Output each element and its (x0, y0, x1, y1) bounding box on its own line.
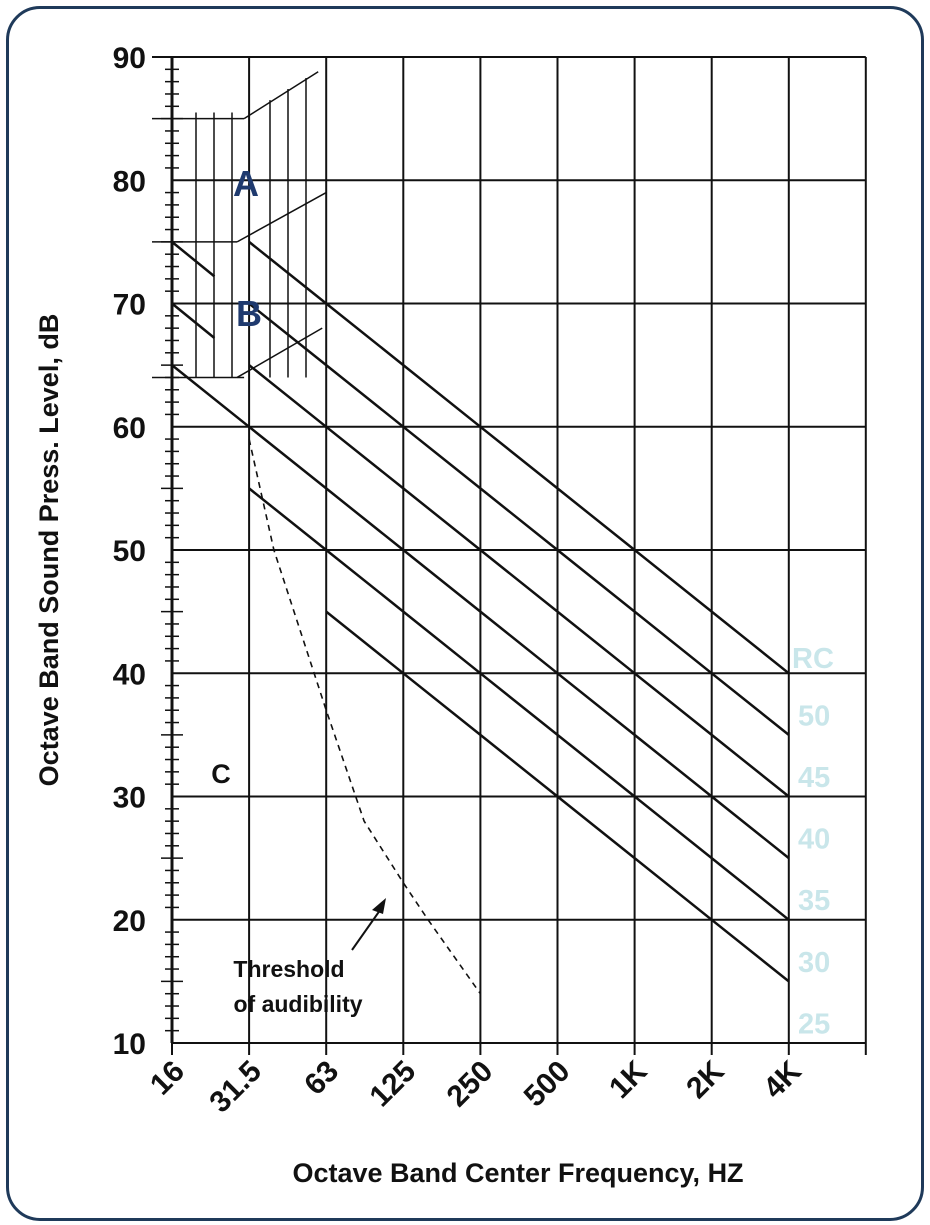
x-tick-labels: 16 31.5 63 125 250 500 1K 2K 4K (144, 1054, 808, 1119)
x-tick-label-31.5: 31.5 (203, 1055, 268, 1120)
y-tick-label-20: 20 (113, 905, 146, 938)
regions (152, 71, 327, 379)
x-tick-label-4K: 4K (757, 1054, 808, 1105)
x-axis-title: Octave Band Center Frequency, HZ (292, 1158, 743, 1188)
threshold-annotation-line2: of audibility (233, 991, 362, 1017)
y-tick-label-30: 30 (113, 782, 146, 815)
y-tick-label-10: 10 (113, 1028, 146, 1061)
y-tick-label-40: 40 (113, 658, 146, 691)
x-tick-label-125: 125 (364, 1055, 423, 1114)
region-label-c: C (211, 759, 231, 789)
region-label-a: A (233, 163, 259, 204)
x-tick-label-2K: 2K (680, 1054, 731, 1105)
y-axis-title: Octave Band Sound Press. Level, dB (34, 314, 64, 787)
rc-label-40: 40 (798, 824, 830, 856)
rc-curve-30 (248, 487, 790, 921)
rc-label-30: 30 (798, 947, 830, 979)
y-tick-label-50: 50 (113, 535, 146, 568)
rc-curve-45 (248, 302, 790, 736)
region-label-b: B (236, 293, 262, 334)
x-tick-label-500: 500 (518, 1055, 577, 1114)
x-tick-label-1K: 1K (603, 1054, 654, 1105)
threshold-annotation-arrow (351, 905, 384, 951)
y-tick-label-90: 90 (113, 42, 146, 75)
grid (152, 56, 867, 1055)
y-tick-label-70: 70 (113, 289, 146, 322)
rc-labels: 50 45 40 35 30 25 (798, 700, 830, 1040)
rc-curve-25 (325, 610, 790, 983)
region-b-slope (236, 327, 323, 379)
rc-label-50: 50 (798, 700, 830, 732)
y-tick-label-80: 80 (113, 165, 146, 198)
threshold-annotation-arrowhead (372, 898, 386, 914)
rc-curve-45-extension (171, 302, 216, 339)
region-a-slope (243, 71, 319, 120)
rc-curve-40 (248, 364, 790, 798)
rc-label-35: 35 (798, 885, 830, 917)
x-tick-label-16: 16 (144, 1055, 191, 1102)
series-lines (171, 240, 790, 983)
rc-curve-35 (171, 364, 790, 860)
threshold-annotation-line1: Threshold (233, 956, 344, 982)
rc-curve-50 (248, 240, 790, 675)
rc-label-45: 45 (798, 762, 830, 794)
region-ab-slope (236, 191, 327, 243)
rc-label-25: 25 (798, 1008, 830, 1040)
threshold-of-audibility (248, 438, 482, 995)
rc-legend-title: RC (792, 643, 834, 675)
x-tick-label-63: 63 (298, 1055, 345, 1102)
y-tick-label-60: 60 (113, 412, 146, 445)
x-tick-label-250: 250 (441, 1055, 500, 1114)
y-tick-labels: 10 20 30 40 50 60 70 80 90 (113, 42, 146, 1061)
chart-frame (6, 6, 924, 1221)
rc-curve-50-extension (171, 240, 216, 278)
threshold-curve (248, 438, 482, 995)
